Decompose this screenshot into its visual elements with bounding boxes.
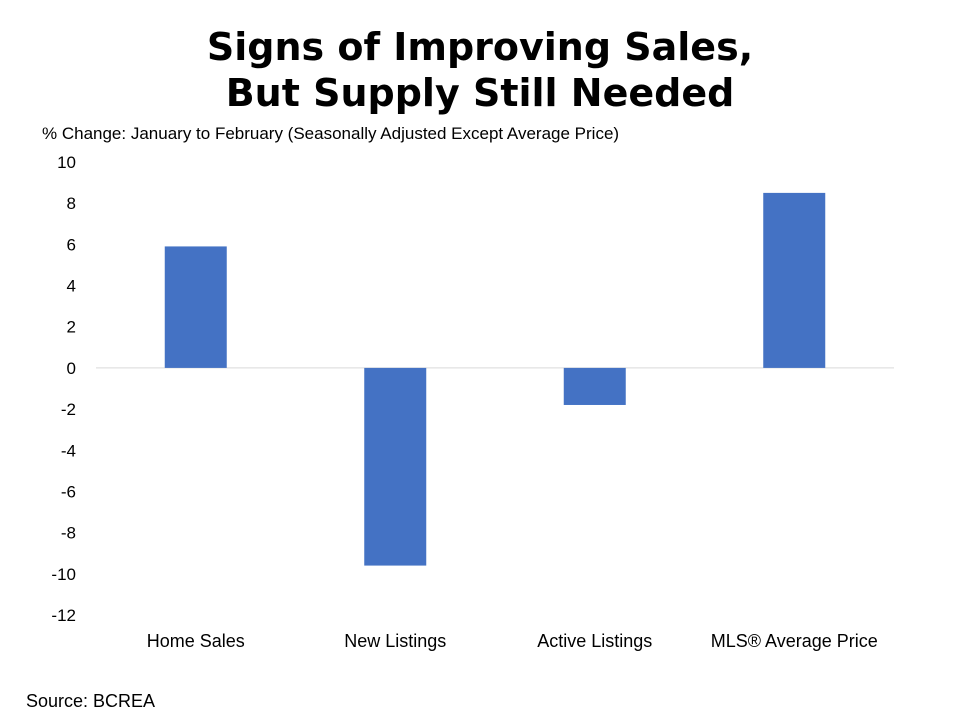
y-axis-ticks: 10 8 6 4 2 0 -2 -4 -6 -8 -10 -12 [51, 153, 76, 625]
y-tick-label: -10 [51, 565, 76, 584]
x-axis-categories: Home Sales New Listings Active Listings MLS… [147, 631, 878, 651]
bar [763, 192, 826, 368]
y-tick-label: 2 [67, 318, 76, 337]
x-category-label: Home Sales [147, 631, 245, 651]
bar [164, 246, 227, 368]
x-category-label: Active Listings [537, 631, 652, 651]
y-tick-label: -4 [61, 441, 76, 460]
chart-title-line-2: But Supply Still Needed [225, 71, 735, 115]
y-tick-label: -6 [61, 482, 76, 501]
y-tick-label: -12 [51, 606, 76, 625]
chart-subtitle: % Change: January to February (Seasonall… [42, 124, 620, 143]
bar [563, 367, 626, 405]
source-note: Source: BCREA [26, 691, 156, 711]
y-tick-label: 4 [67, 277, 76, 296]
y-tick-label: 6 [67, 235, 76, 254]
x-category-label: MLS® Average Price [711, 631, 878, 651]
y-tick-label: -8 [61, 524, 76, 543]
y-tick-label: 10 [57, 153, 76, 172]
bars [164, 192, 826, 566]
bar [364, 367, 427, 566]
y-tick-label: -2 [61, 400, 76, 419]
chart-title: Signs of Improving Sales, But Supply Sti… [0, 24, 960, 116]
y-tick-label: 0 [67, 359, 76, 378]
y-tick-label: 8 [67, 194, 76, 213]
chart-title-line-1: Signs of Improving Sales, [206, 25, 754, 69]
x-category-label: New Listings [344, 631, 446, 651]
